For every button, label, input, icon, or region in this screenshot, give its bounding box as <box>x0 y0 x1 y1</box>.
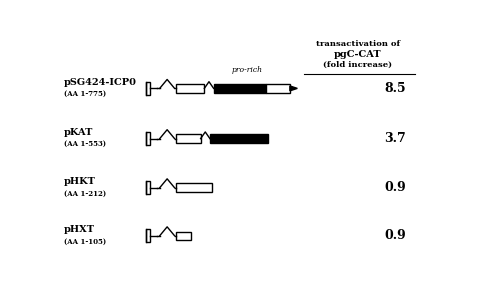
Text: 3.7: 3.7 <box>384 132 406 145</box>
Text: (AA 1-553): (AA 1-553) <box>64 140 106 148</box>
Text: pHXT: pHXT <box>64 225 95 234</box>
Text: (fold increase): (fold increase) <box>323 61 392 69</box>
Bar <box>145 181 150 195</box>
Text: pKAT: pKAT <box>64 128 93 137</box>
Bar <box>214 84 266 93</box>
Text: transactivation of: transactivation of <box>315 40 400 48</box>
Bar <box>177 134 201 143</box>
Bar <box>145 229 150 242</box>
Bar <box>177 183 212 193</box>
Text: 8.5: 8.5 <box>384 82 406 95</box>
Bar <box>145 132 150 145</box>
Bar <box>210 134 267 143</box>
Text: 0.9: 0.9 <box>384 181 406 194</box>
Bar <box>177 232 191 240</box>
Text: (AA 1-105): (AA 1-105) <box>64 237 106 245</box>
Text: (AA 1-775): (AA 1-775) <box>64 90 106 98</box>
Text: pHKT: pHKT <box>64 177 96 186</box>
Text: pgC-CAT: pgC-CAT <box>334 50 382 59</box>
Text: pro-rich: pro-rich <box>232 66 263 74</box>
Text: pSG424-ICP0: pSG424-ICP0 <box>64 78 137 87</box>
Bar <box>177 84 204 93</box>
Bar <box>266 84 290 93</box>
Polygon shape <box>290 86 297 91</box>
Text: 0.9: 0.9 <box>384 229 406 242</box>
Text: (AA 1-212): (AA 1-212) <box>64 189 106 197</box>
Bar <box>145 82 150 95</box>
